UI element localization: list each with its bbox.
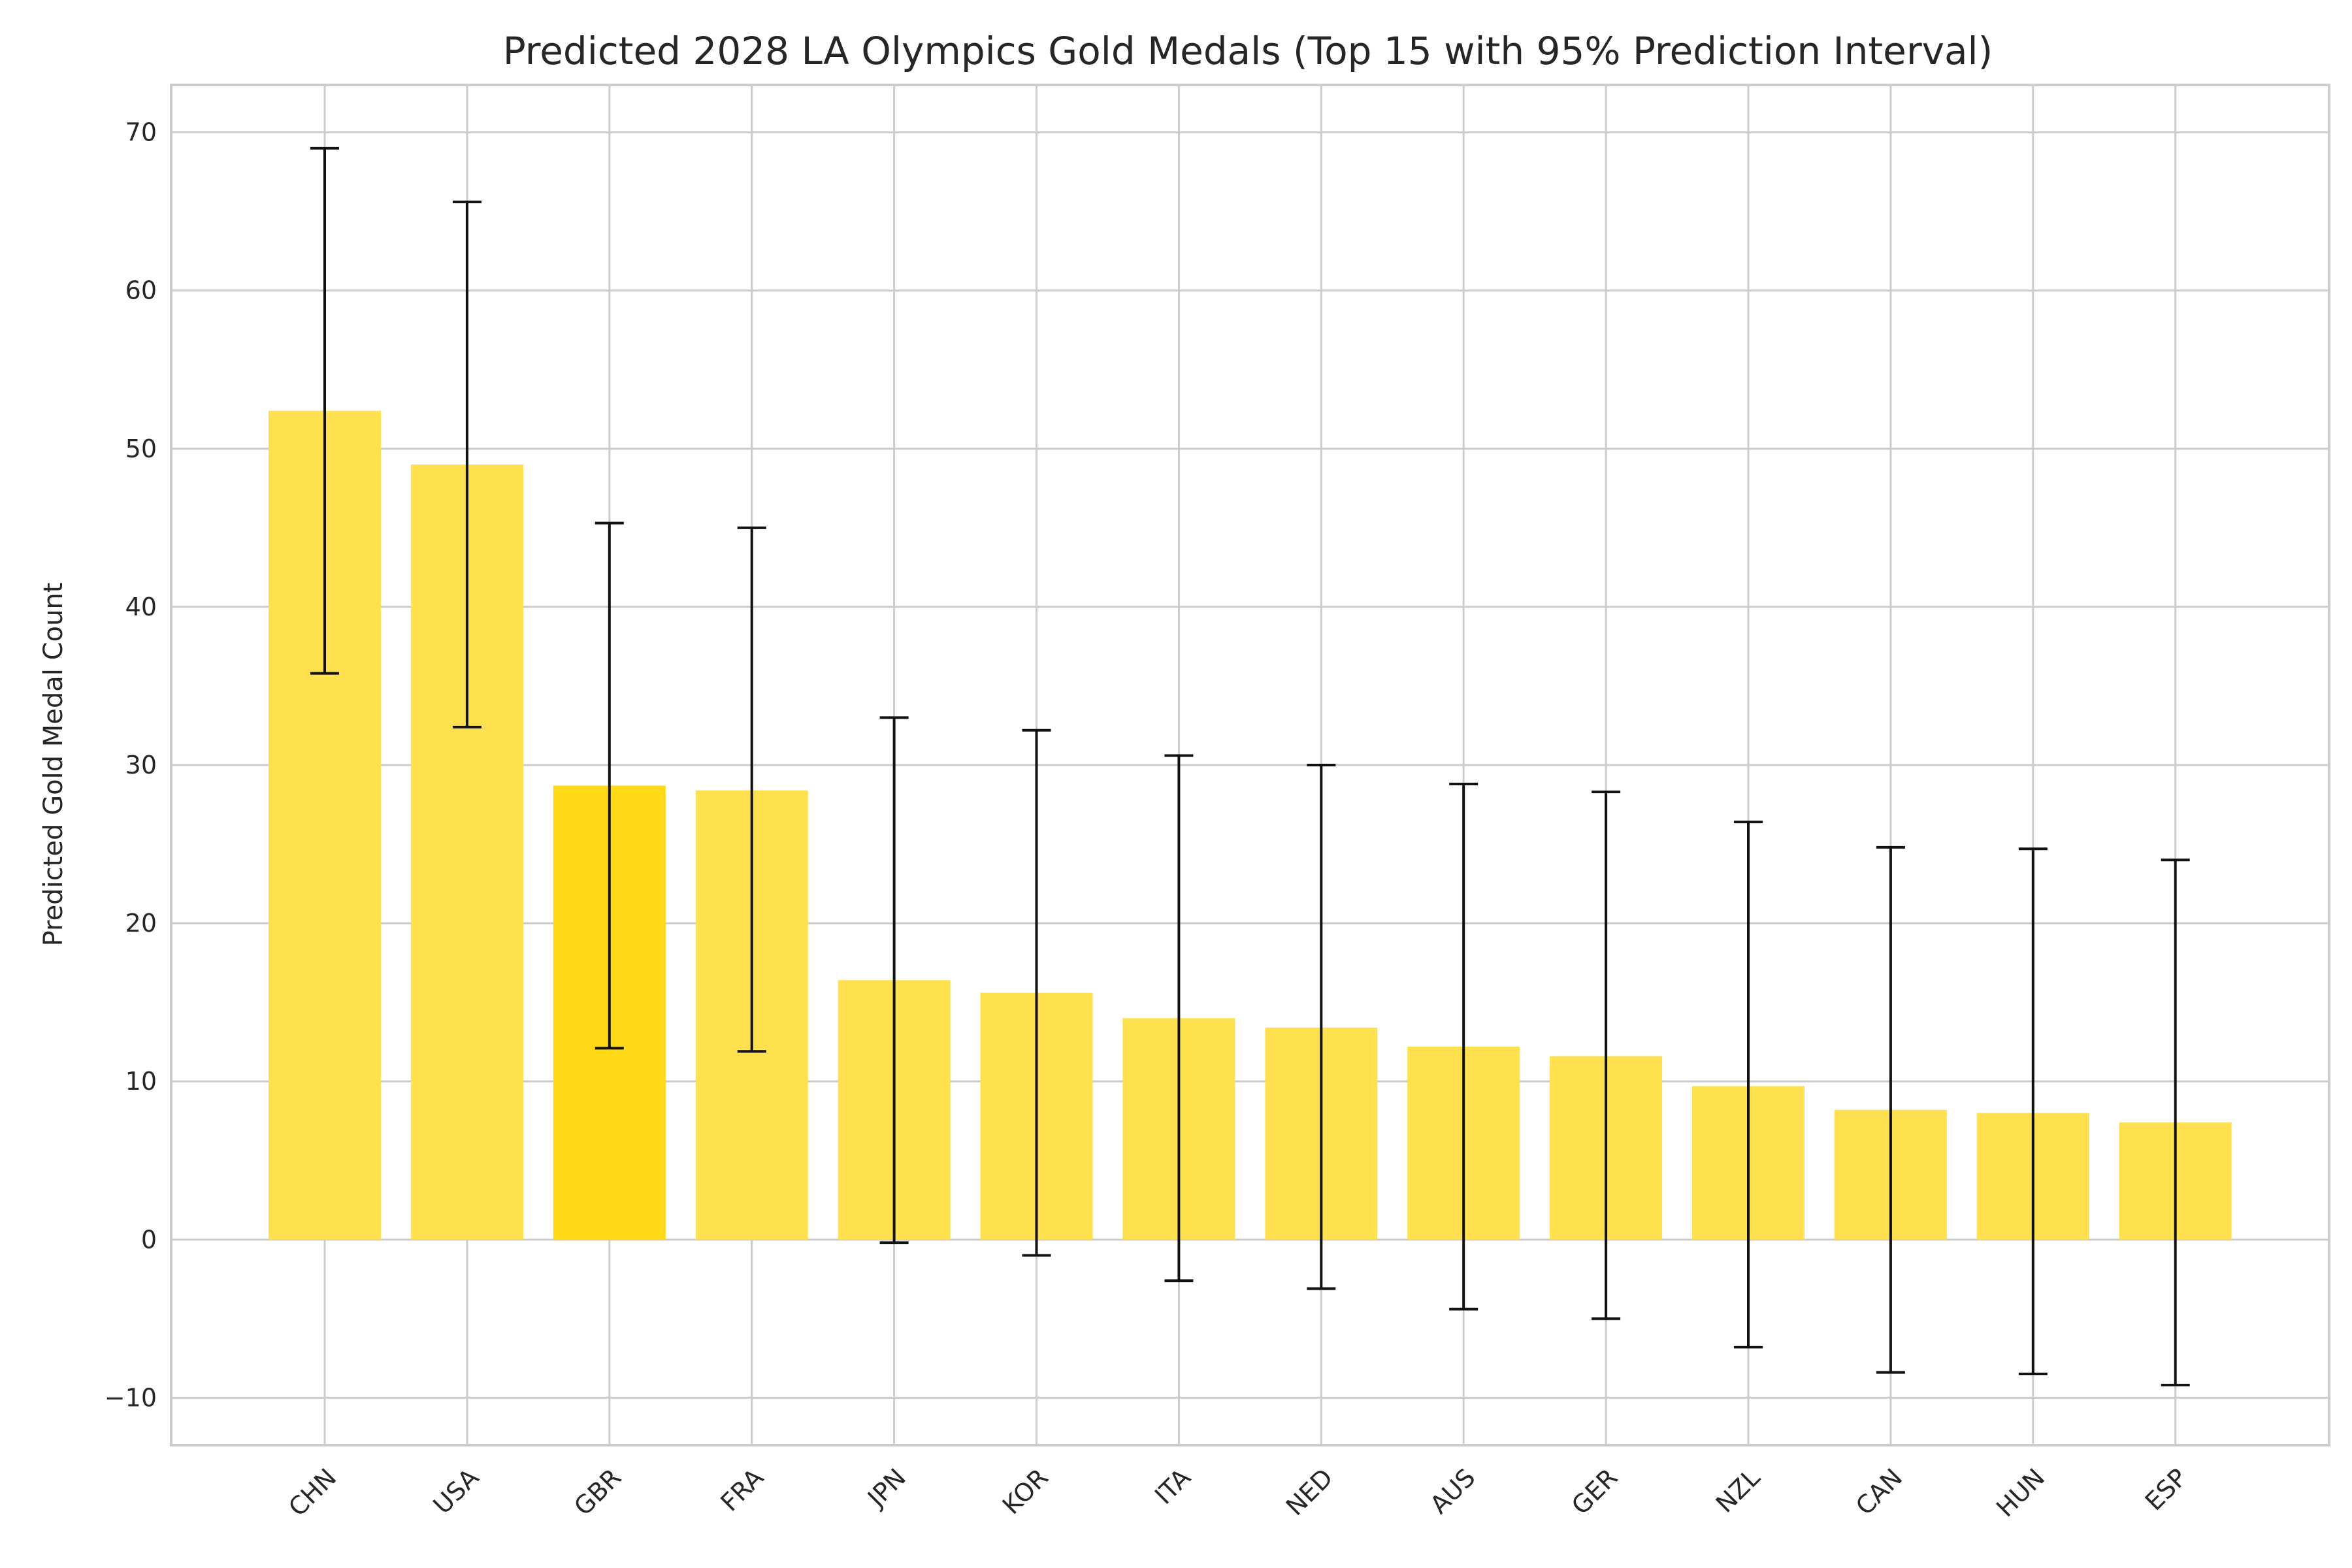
error-bar-usa: [452, 201, 482, 728]
error-bar-gbr: [595, 521, 624, 1050]
x-tick-label: AUS: [1424, 1463, 1480, 1519]
x-tick-label: ESP: [2140, 1463, 2193, 1516]
error-bar-nzl: [1734, 821, 1763, 1348]
y-tick-label: 20: [125, 909, 157, 938]
x-tick-label: GBR: [568, 1463, 627, 1521]
x-tick-label: USA: [428, 1463, 485, 1520]
chart-title: Predicted 2028 LA Olympics Gold Medals (…: [503, 29, 1993, 73]
error-bar-fra: [737, 526, 766, 1053]
y-tick-label: 10: [125, 1067, 157, 1096]
x-tick-label: HUN: [1991, 1463, 2050, 1522]
error-bar-ned: [1307, 764, 1336, 1290]
x-tick-label: CAN: [1850, 1463, 1908, 1520]
error-bar-esp: [2161, 858, 2190, 1387]
x-tick-label: NZL: [1710, 1463, 1766, 1518]
y-axis-label: Predicted Gold Medal Count: [39, 583, 69, 947]
x-tick-label: KOR: [997, 1463, 1054, 1520]
x-tick-label: CHN: [283, 1463, 342, 1522]
error-bar-jpn: [879, 716, 909, 1245]
x-tick-label: NED: [1281, 1463, 1339, 1521]
x-tick-label: FRA: [715, 1463, 770, 1517]
error-bar-hun: [2018, 847, 2048, 1376]
y-tick-label: 40: [125, 593, 157, 621]
x-tick-label: GER: [1566, 1463, 1624, 1520]
x-tick-label: JPN: [861, 1463, 911, 1513]
y-tick-label: 70: [125, 118, 157, 147]
x-tick-label: ITA: [1149, 1463, 1196, 1510]
bar-layer: [269, 410, 2232, 1240]
error-bar-aus: [1449, 783, 1478, 1311]
y-tick-label: 50: [125, 434, 157, 463]
plot-frame: [170, 84, 2330, 1446]
y-tick-label: 60: [125, 276, 157, 305]
error-bar-chn: [310, 146, 339, 675]
error-bar-ita: [1164, 754, 1194, 1282]
y-tick-label: −10: [105, 1383, 157, 1412]
error-bar-can: [1876, 845, 1905, 1374]
error-bar-layer: [310, 146, 2190, 1387]
error-bar-ger: [1592, 791, 1621, 1320]
error-bar-kor: [1022, 728, 1051, 1257]
y-tick-label: 0: [141, 1225, 157, 1254]
y-tick-label: 30: [125, 751, 157, 779]
